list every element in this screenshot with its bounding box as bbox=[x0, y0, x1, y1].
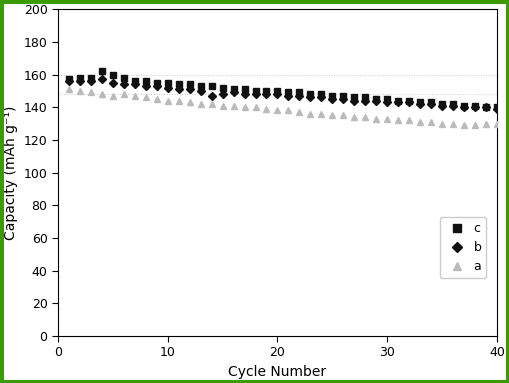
Legend: c, b, a: c, b, a bbox=[440, 217, 486, 278]
X-axis label: Cycle Number: Cycle Number bbox=[229, 365, 326, 379]
Y-axis label: Capacity (mAh g⁻¹): Capacity (mAh g⁻¹) bbox=[4, 105, 18, 240]
